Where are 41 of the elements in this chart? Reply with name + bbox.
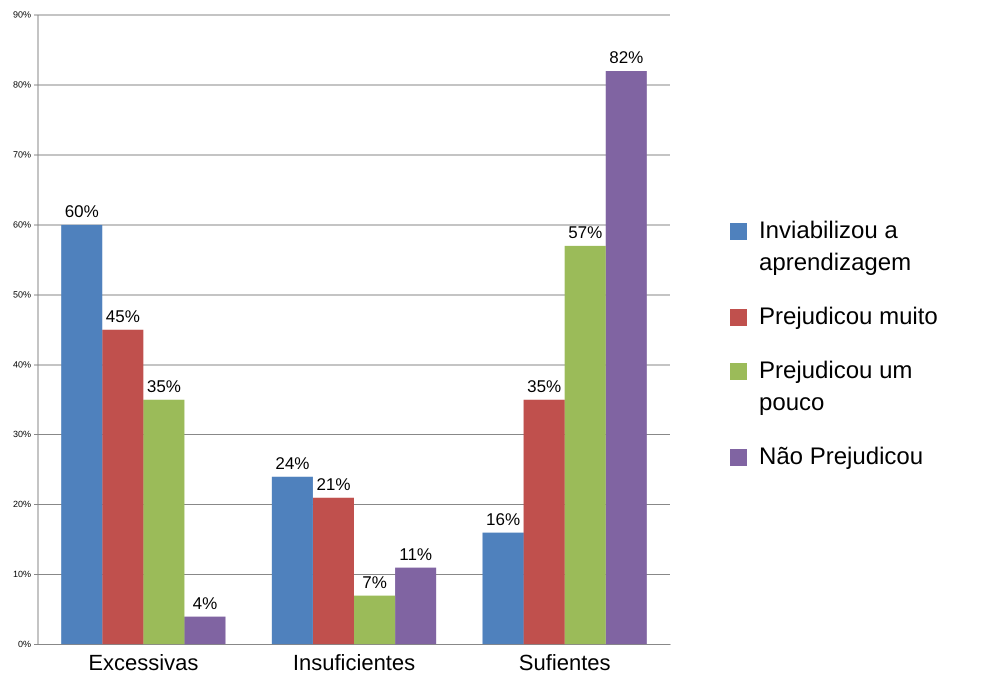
bar (272, 476, 313, 644)
y-tick-label: 80% (13, 79, 32, 90)
y-tick-label: 40% (13, 359, 32, 370)
bar (102, 330, 144, 644)
x-tick-label: Insuficientes (292, 650, 416, 675)
y-tick-label: 70% (13, 149, 32, 160)
bar (143, 400, 184, 644)
y-tick-label: 0% (18, 639, 32, 650)
bar (61, 224, 102, 644)
data-label: 24% (275, 454, 310, 473)
y-tick-label: 20% (13, 499, 32, 510)
data-label: 57% (568, 223, 602, 242)
bar (524, 400, 565, 644)
bar (184, 616, 226, 644)
data-label: 21% (316, 474, 350, 494)
bar (312, 498, 354, 644)
data-label: 16% (486, 510, 520, 529)
bar (606, 70, 647, 644)
data-label: 4% (192, 594, 218, 613)
data-label: 60% (64, 202, 99, 222)
data-label: 35% (527, 376, 562, 396)
y-tick-label: 90% (13, 9, 32, 20)
data-label: 82% (609, 48, 644, 68)
y-tick-label: 60% (13, 219, 32, 230)
bar (354, 596, 396, 644)
y-tick-label: 10% (13, 569, 32, 580)
legend-label: Inviabilizou a aprendizagem (759, 216, 912, 278)
bar (564, 246, 606, 644)
data-label: 35% (146, 376, 181, 396)
data-label: 45% (106, 306, 140, 326)
y-tick-label: 30% (13, 429, 32, 440)
legend-label: Prejudicou muito (759, 302, 938, 332)
legend-label: Não Prejudicou (759, 442, 924, 472)
data-label: 7% (362, 572, 387, 592)
y-tick-label: 50% (13, 289, 32, 300)
x-tick-label: Excessivas (88, 650, 198, 675)
legend-label: Prejudicou um pouco (759, 356, 914, 418)
bar (482, 532, 524, 644)
data-label: 11% (399, 544, 432, 564)
bar (395, 568, 436, 644)
x-tick-label: Sufientes (518, 650, 611, 675)
